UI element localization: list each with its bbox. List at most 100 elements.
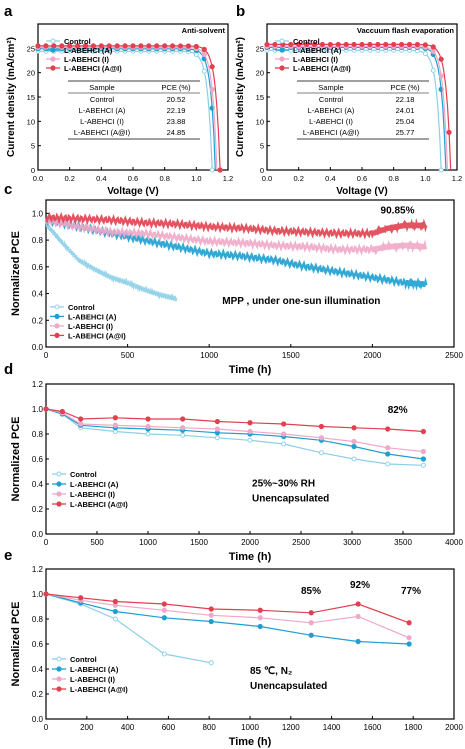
data-point (193, 52, 199, 58)
x-axis-label: Voltage (V) (336, 186, 387, 197)
x-tick-label: 2000 (445, 723, 463, 732)
data-point (145, 423, 151, 430)
legend-entry: L-ABEHCI (A) (70, 665, 119, 674)
y-tick-label: 20 (256, 69, 264, 78)
data-point (209, 64, 215, 70)
data-point (56, 491, 62, 497)
data-point (351, 438, 357, 445)
annotation: Unencapsulated (252, 494, 329, 505)
annotation: MPP , under one-sun illumination (222, 296, 380, 307)
data-point (420, 462, 426, 468)
y-tick-label: 15 (27, 93, 35, 102)
data-point (422, 51, 428, 57)
table-header: Sample (318, 83, 343, 92)
data-point (367, 41, 373, 48)
data-point (208, 660, 214, 666)
x-tick-label: 0.4 (96, 174, 106, 183)
y-tick-label: 10 (27, 117, 35, 126)
data-point (78, 421, 84, 427)
data-point (355, 601, 361, 607)
panel-label-e: e (4, 547, 12, 564)
data-point (318, 423, 324, 430)
data-point (359, 41, 365, 48)
y-tick-label: 0.0 (32, 715, 44, 724)
x-tick-label: 0 (44, 538, 49, 547)
x-tick-label: 0.2 (64, 174, 74, 183)
panel-label-b: b (236, 3, 245, 20)
panel-label-a: a (4, 3, 13, 20)
data-point (201, 51, 207, 58)
data-point (398, 41, 405, 48)
data-point (180, 432, 186, 438)
data-point (385, 426, 391, 432)
data-point (56, 471, 62, 477)
data-point (281, 431, 287, 437)
data-point (50, 56, 56, 62)
data-point (383, 41, 389, 48)
data-point (385, 461, 391, 467)
data-point (130, 43, 136, 49)
data-point (420, 428, 426, 435)
data-point (406, 41, 413, 48)
data-point (54, 304, 60, 310)
table-cell: Control (319, 95, 344, 104)
x-tick-label: 3000 (343, 538, 361, 547)
data-point (56, 501, 62, 507)
legend-entry: L-ABEHCI (A@I) (70, 685, 128, 694)
annotation: 25%~30% RH (252, 479, 315, 490)
y-tick-label: 0.2 (32, 316, 44, 325)
stability-line (45, 593, 410, 624)
legend-entry: Control (293, 37, 320, 46)
legend-entry: Control (70, 655, 97, 664)
data-point (112, 422, 118, 428)
data-point (406, 641, 412, 647)
data-point (51, 43, 57, 49)
table-cell: L-ABEHCI (I) (309, 117, 353, 126)
data-point (355, 613, 361, 620)
x-tick-label: 0.6 (128, 174, 138, 183)
data-point (308, 610, 314, 616)
x-tick-label: 500 (90, 538, 104, 547)
data-point (311, 41, 318, 48)
x-tick-label: 2500 (292, 538, 310, 547)
y-tick-label: 0.8 (32, 430, 44, 439)
y-tick-label: 1.0 (32, 405, 44, 414)
y-tick-label: 0.2 (32, 690, 44, 699)
data-point (43, 43, 49, 49)
data-point (180, 416, 186, 422)
y-tick-label: 0.2 (32, 505, 44, 514)
table-cell: 25.04 (396, 117, 415, 126)
data-point (112, 608, 118, 615)
data-point (414, 41, 421, 48)
data-point (438, 56, 444, 62)
table-cell: L-ABEHCI (A) (308, 106, 355, 115)
x-tick-label: 1600 (364, 723, 382, 732)
x-tick-label: 0.0 (33, 174, 43, 183)
data-point (420, 448, 426, 455)
data-point (288, 41, 294, 48)
table-header: PCE (%) (390, 83, 420, 92)
legend-entry: L-ABEHCI (I) (70, 675, 115, 684)
data-point (422, 42, 428, 48)
y-tick-label: 1.0 (32, 209, 44, 218)
legend-entry: Control (70, 470, 97, 479)
stability-chart-mpp: 0 500 1000 1500 2000 2500 0.0 0.2 0.4 0.6 0.8 1.0 Ti… (10, 199, 463, 376)
data-point (279, 56, 285, 62)
data-point (351, 425, 357, 431)
table-cell: L-ABEHCI (A@I) (74, 128, 131, 137)
data-point (201, 46, 207, 52)
stability-line (45, 593, 410, 645)
y-tick-label: 15 (256, 93, 264, 102)
x-tick-label: 1.2 (452, 174, 462, 183)
data-point (430, 48, 436, 54)
x-axis-label: Time (h) (229, 736, 272, 748)
data-point (112, 598, 118, 605)
y-tick-label: 25 (27, 44, 35, 53)
table-header: PCE (%) (161, 83, 191, 92)
y-tick-label: 0.4 (32, 290, 44, 299)
data-point (162, 43, 168, 49)
table-cell: 20.52 (167, 95, 186, 104)
y-axis-label: Current density (mA/cm²) (6, 37, 17, 157)
data-point (146, 43, 152, 49)
x-tick-label: 800 (203, 723, 217, 732)
